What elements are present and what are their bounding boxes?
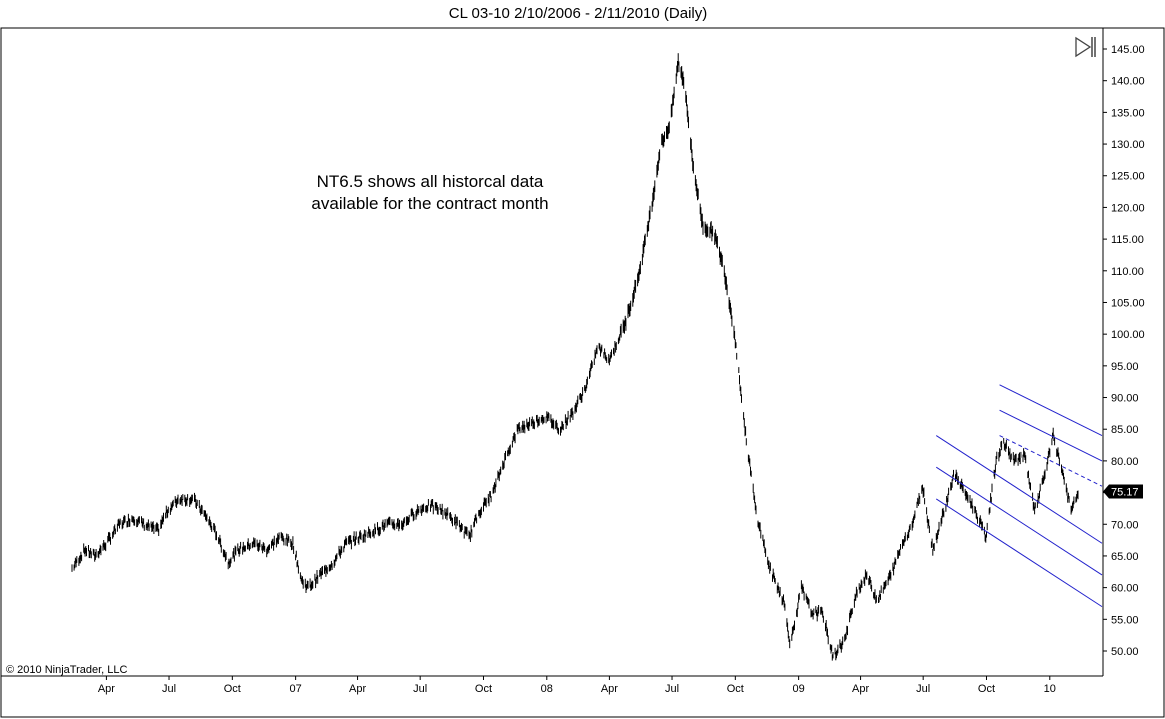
x-tick-label: Jul: [162, 683, 176, 695]
y-tick-label: 140.00: [1111, 76, 1145, 88]
y-tick-label: 100.00: [1111, 329, 1145, 341]
x-tick-label: Jul: [413, 683, 427, 695]
y-tick-label: 95.00: [1111, 361, 1139, 373]
x-tick-label: Oct: [978, 683, 995, 695]
y-tick-label: 125.00: [1111, 171, 1145, 183]
y-tick-label: 80.00: [1111, 456, 1139, 468]
last-price-label: 75.17: [1111, 486, 1139, 498]
y-tick-label: 135.00: [1111, 107, 1145, 119]
x-tick-label: Oct: [727, 683, 744, 695]
x-tick-label: Oct: [475, 683, 492, 695]
x-tick-label: 08: [541, 683, 553, 695]
regression-channel-line[interactable]: [935, 435, 1103, 544]
x-tick-label: Apr: [349, 683, 366, 695]
y-tick-label: 55.00: [1111, 614, 1139, 626]
y-tick-label: 110.00: [1111, 266, 1144, 278]
regression-channel-upper-line[interactable]: [999, 435, 1103, 487]
x-tick-label: Apr: [601, 683, 618, 695]
x-tick-label: 10: [1044, 683, 1056, 695]
y-tick-label: 70.00: [1111, 519, 1139, 531]
play-to-end-icon[interactable]: [1075, 36, 1096, 58]
x-tick-label: 09: [793, 683, 805, 695]
x-axis-ticks: Apr Jul Oct 07 Apr Jul Oct 08 Apr Jul Oct 09 Apr Jul O…: [98, 676, 1056, 695]
y-tick-label: 130.00: [1111, 139, 1145, 151]
annotation-line-1: NT6.5 shows all historcal data: [317, 172, 544, 191]
y-tick-label: 60.00: [1111, 583, 1139, 595]
price-bars: [71, 53, 1079, 661]
y-tick-label: 115.00: [1111, 234, 1144, 246]
x-tick-label: 07: [290, 683, 302, 695]
x-tick-label: Jul: [665, 683, 679, 695]
copyright: © 2010 NinjaTrader, LLC: [6, 664, 127, 676]
x-tick-label: Apr: [852, 683, 869, 695]
regression-channels[interactable]: [935, 384, 1103, 608]
x-tick-label: Oct: [224, 683, 241, 695]
y-axis-ticks: 50.0055.0060.0065.0070.0075.0080.0085.00…: [1103, 44, 1145, 658]
regression-channel-line[interactable]: [935, 498, 1103, 608]
regression-channel-line[interactable]: [935, 466, 1103, 576]
regression-channel-upper-line[interactable]: [999, 384, 1103, 436]
annotation-line-2: available for the contract month: [311, 194, 548, 213]
regression-channel-upper-line[interactable]: [999, 409, 1103, 462]
y-tick-label: 85.00: [1111, 424, 1139, 436]
last-price-tag: 75.17: [1103, 484, 1143, 499]
y-tick-label: 120.00: [1111, 202, 1145, 214]
chart-title: CL 03-10 2/10/2006 - 2/11/2010 (Daily): [449, 5, 708, 22]
y-tick-label: 65.00: [1111, 551, 1139, 563]
plot-frame: [0, 27, 1165, 718]
x-tick-label: Apr: [98, 683, 115, 695]
y-tick-label: 90.00: [1111, 393, 1139, 405]
y-tick-label: 145.00: [1111, 44, 1145, 56]
x-tick-label: Jul: [916, 683, 930, 695]
y-tick-label: 50.00: [1111, 646, 1139, 658]
y-tick-label: 105.00: [1111, 297, 1145, 309]
